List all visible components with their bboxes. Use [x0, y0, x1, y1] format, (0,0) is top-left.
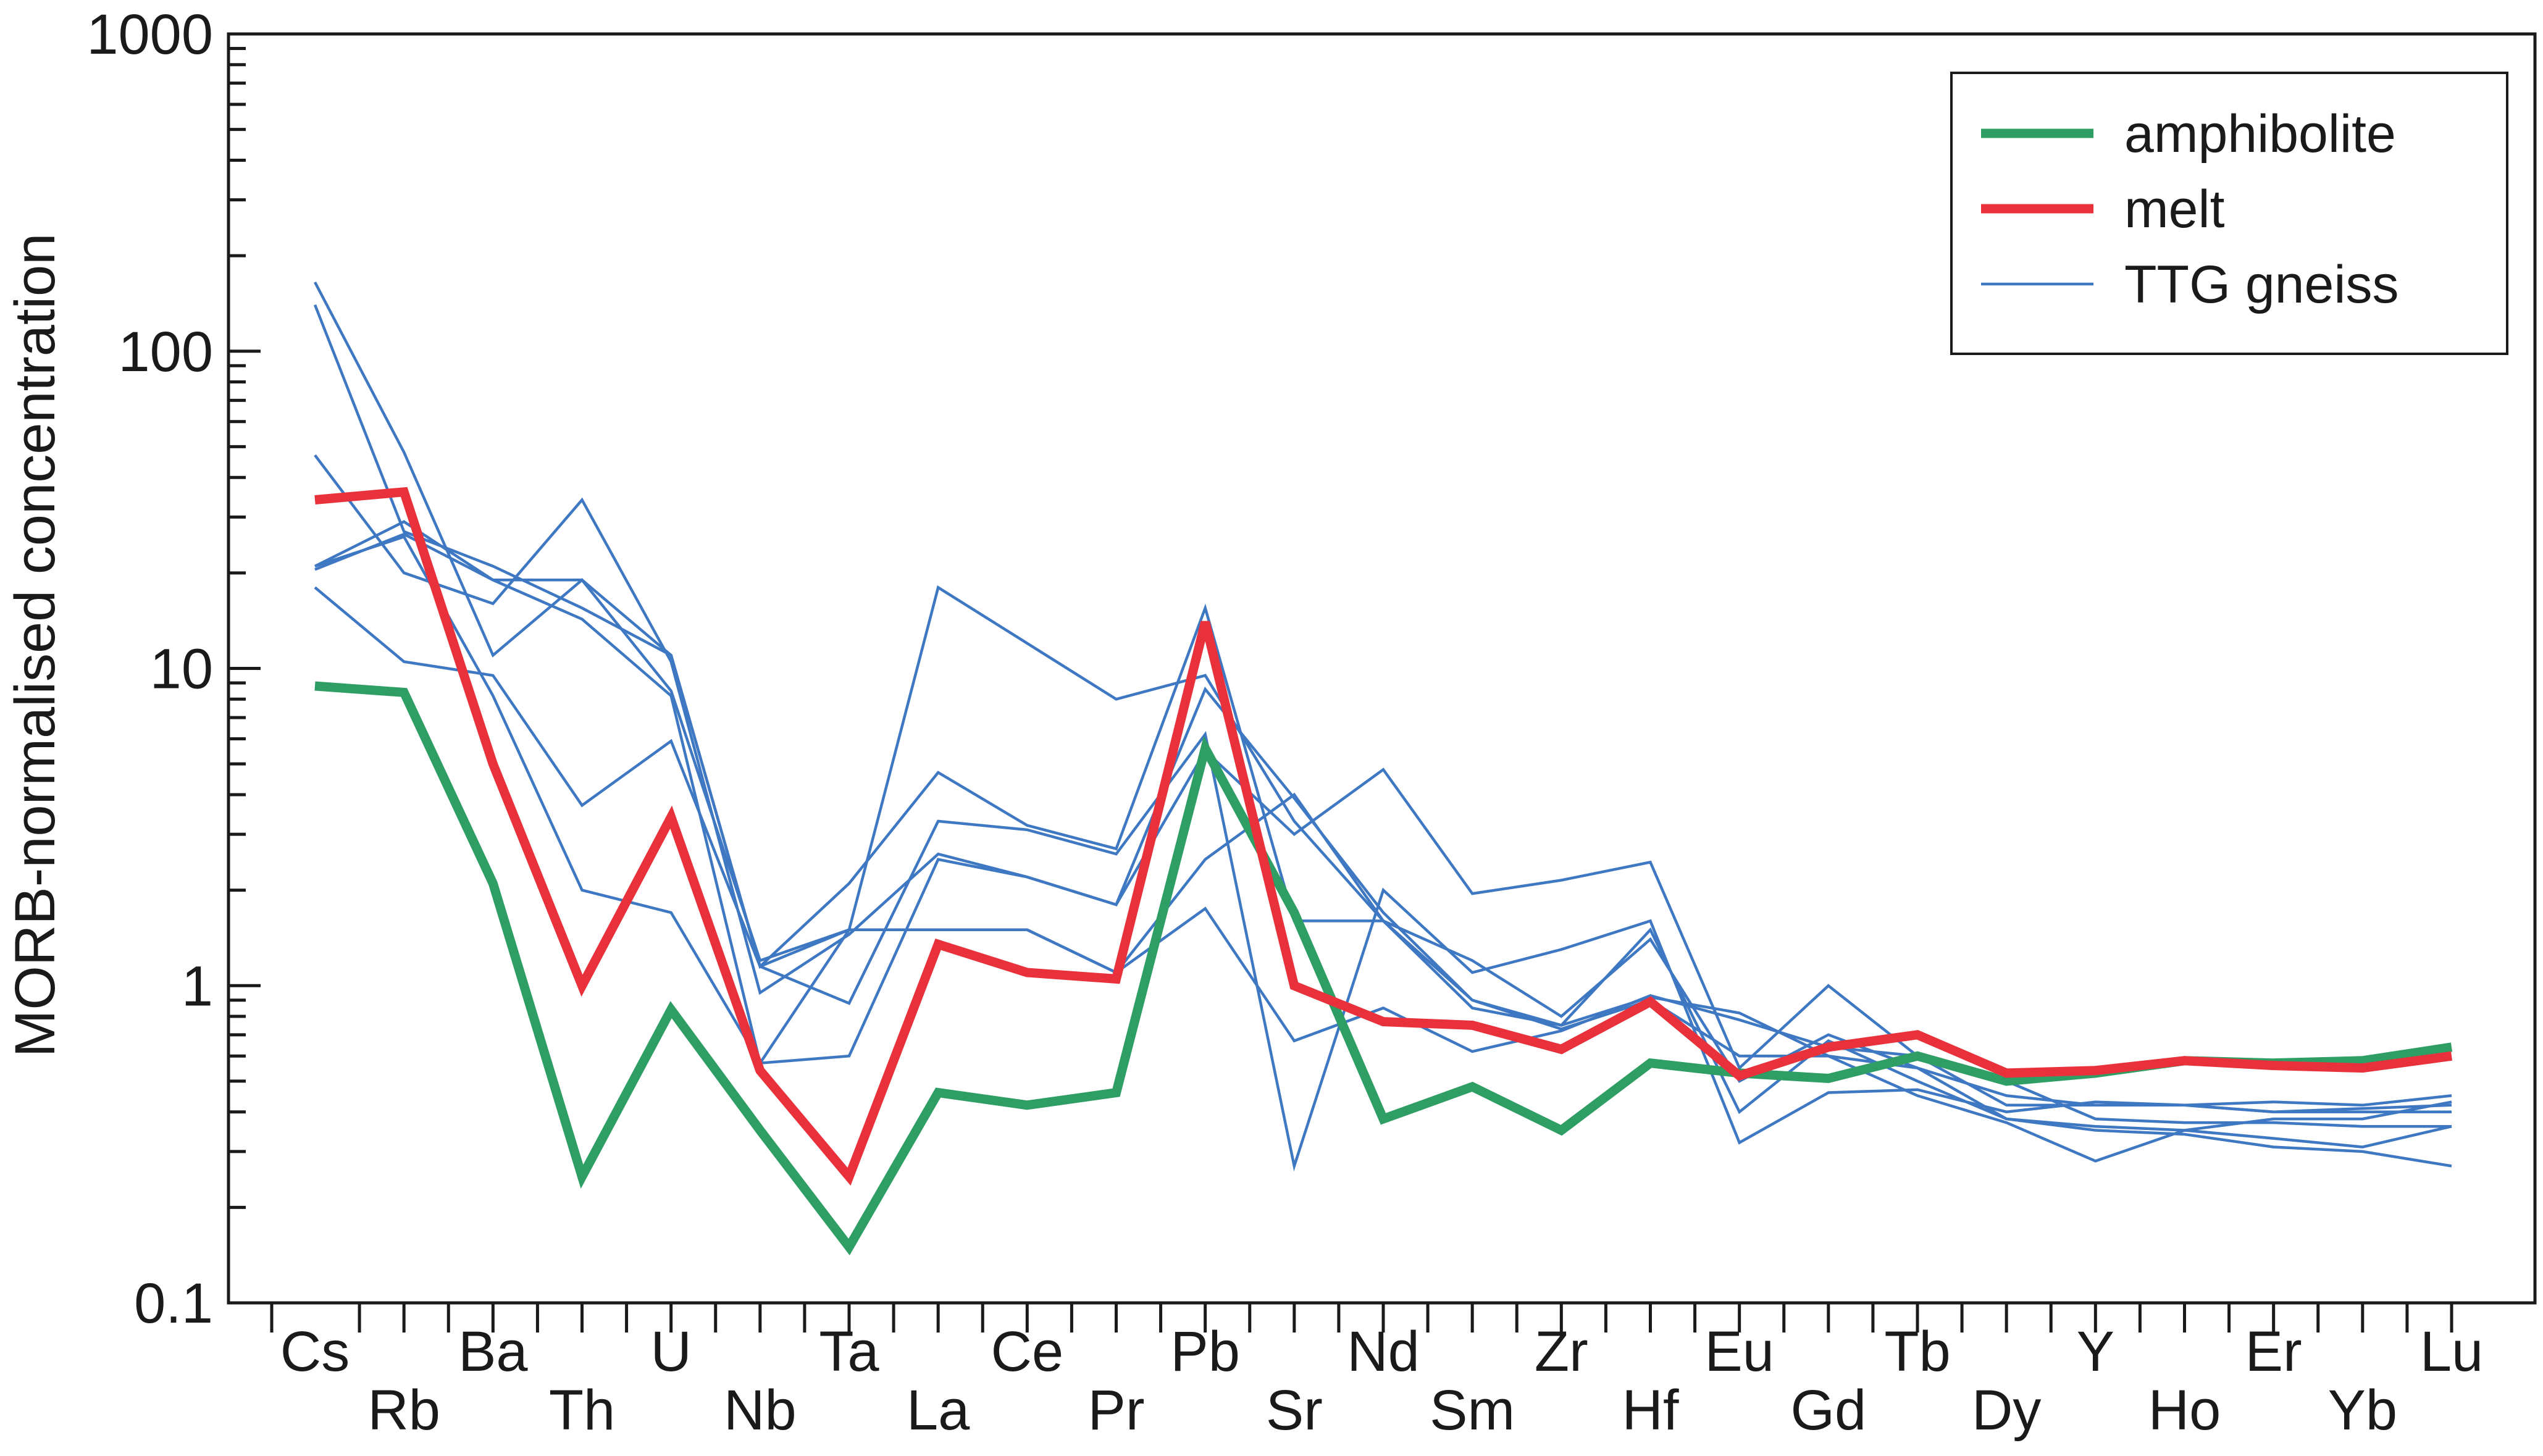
- y-tick-label: 10: [150, 638, 213, 701]
- legend-label-ttg-gneiss: TTG gneiss: [2124, 255, 2398, 314]
- y-tick-label: 0.1: [134, 1272, 213, 1335]
- x-tick-label-cs: Cs: [280, 1320, 350, 1383]
- x-tick-label-tb: Tb: [1884, 1320, 1950, 1383]
- x-tick-label-ho: Ho: [2148, 1379, 2221, 1442]
- series-line-melt: [314, 487, 2453, 1186]
- legend-label-amphibolite: amphibolite: [2124, 104, 2396, 164]
- x-tick-label-th: Th: [549, 1379, 615, 1442]
- legend-label-melt: melt: [2124, 180, 2225, 239]
- x-tick-label-la: La: [907, 1379, 970, 1442]
- y-axis-title: MORB-normalised concentration: [4, 233, 67, 1058]
- series-line-ttg-gneiss-3: [314, 454, 2452, 1168]
- x-tick-label-ta: Ta: [819, 1320, 879, 1383]
- x-tick-label-dy: Dy: [1972, 1379, 2041, 1442]
- x-tick-label-sm: Sm: [1430, 1379, 1515, 1442]
- x-tick-label-ba: Ba: [458, 1320, 528, 1383]
- series-layer: [313, 281, 2453, 1256]
- y-tick-label: 1: [182, 955, 213, 1018]
- x-tick-label-zr: Zr: [1535, 1320, 1588, 1383]
- legend: amphibolite melt TTG gneiss: [1950, 72, 2508, 355]
- x-tick-label-yb: Yb: [2328, 1379, 2398, 1442]
- x-tick-label-er: Er: [2245, 1320, 2302, 1383]
- y-axis-title-group: MORB-normalised concentration: [4, 233, 67, 1058]
- series-line-ttg-gneiss-5: [314, 586, 2452, 1172]
- series-line-ttg-gneiss-6: [314, 535, 2452, 1128]
- x-tick-label-y: Y: [2077, 1320, 2114, 1383]
- y-tick-label: 100: [119, 320, 214, 383]
- x-tick-label-sr: Sr: [1266, 1379, 1323, 1442]
- x-tick-label-pr: Pr: [1088, 1379, 1145, 1442]
- x-tick-label-ce: Ce: [991, 1320, 1064, 1383]
- ticks-layer: 0.1 1 10 100 1000 Cs Rb Ba Th U Nb Ta La Ce Pr Pb Sr NdSm…: [86, 3, 2483, 1442]
- x-tick-label-pb: Pb: [1170, 1320, 1240, 1383]
- y-tick-label: 1000: [86, 3, 213, 66]
- x-tick-label-nd: Nd: [1347, 1320, 1420, 1383]
- x-tick-label-rb: Rb: [367, 1379, 440, 1442]
- x-tick-label-u: U: [650, 1320, 691, 1383]
- x-tick-label-eu: Eu: [1704, 1320, 1774, 1383]
- x-tick-label-nb: Nb: [724, 1379, 797, 1442]
- x-tick-label-lu: Lu: [2420, 1320, 2483, 1383]
- series-line-ttg-gneiss-4: [314, 520, 2452, 1163]
- series-line-ttg-gneiss-7: [314, 532, 2452, 1113]
- x-tick-label-hf: Hf: [1622, 1379, 1679, 1442]
- x-tick-label-gd: Gd: [1790, 1379, 1866, 1442]
